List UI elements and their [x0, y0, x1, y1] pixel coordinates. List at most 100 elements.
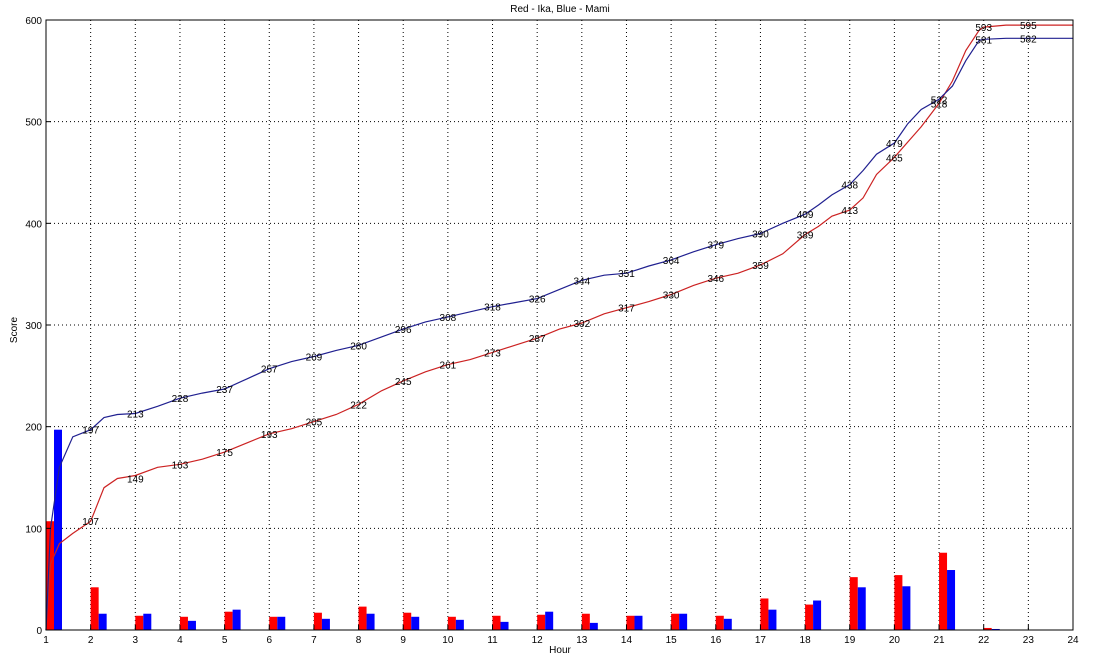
- data-label-ika: 465: [886, 153, 903, 164]
- x-tick-label: 10: [442, 635, 454, 646]
- data-label-mami: 479: [886, 139, 903, 150]
- data-label-ika: 518: [931, 99, 948, 110]
- data-label-mami: 257: [261, 365, 278, 376]
- data-label-ika: 175: [216, 448, 233, 459]
- bar-red: [715, 615, 724, 630]
- bar-red: [537, 614, 546, 630]
- x-tick-label: 12: [532, 635, 544, 646]
- series-line-red: [45, 24, 1073, 631]
- bar-red: [581, 613, 590, 630]
- y-tick-label: 100: [25, 524, 42, 535]
- data-label-ika: 107: [82, 517, 99, 528]
- series-line-blue: [45, 37, 1073, 631]
- data-label-mami: 581: [975, 35, 992, 46]
- data-label-ika: 149: [127, 475, 144, 486]
- bar-red: [358, 606, 367, 630]
- data-label-ika: 595: [1020, 21, 1037, 32]
- bar-layer: [46, 429, 1000, 630]
- bar-red: [90, 587, 99, 630]
- y-tick-label: 400: [25, 219, 42, 230]
- x-tick-label: 3: [133, 635, 139, 646]
- axes: 1 2 3 4 5 6 7 8 9 10 11 12 13 14 15 16 17 18 19 20 21 22 23 240…: [25, 16, 1079, 646]
- data-label-mami: 318: [484, 303, 501, 314]
- data-label-mami: 582: [1020, 34, 1037, 45]
- data-label-ika: 222: [350, 400, 367, 411]
- bar-blue: [902, 586, 911, 630]
- bar-red: [403, 612, 412, 630]
- x-tick-label: 20: [889, 635, 901, 646]
- grid-lines: [46, 20, 1073, 630]
- data-label-mami: 228: [172, 394, 189, 405]
- bar-red: [626, 615, 635, 630]
- x-tick-label: 2: [88, 635, 94, 646]
- bar-blue: [321, 618, 330, 630]
- bar-blue: [411, 616, 420, 630]
- data-label-ika: 205: [306, 418, 323, 429]
- bar-red: [983, 627, 992, 630]
- data-label-ika: 359: [752, 261, 769, 272]
- bar-red: [313, 612, 322, 630]
- data-label-mami: 438: [841, 181, 858, 192]
- bar-blue: [187, 620, 196, 630]
- x-tick-label: 21: [933, 635, 945, 646]
- bar-blue: [98, 613, 107, 630]
- bar-blue: [143, 613, 152, 630]
- bar-red: [447, 616, 456, 630]
- data-label-mami: 344: [573, 276, 590, 287]
- bar-red: [671, 613, 680, 630]
- data-label-ika: 273: [484, 348, 501, 359]
- bar-blue: [723, 618, 732, 630]
- bar-red: [805, 604, 814, 630]
- x-tick-label: 17: [755, 635, 767, 646]
- data-label-ika: 389: [797, 231, 814, 242]
- x-tick-label: 16: [710, 635, 722, 646]
- y-tick-label: 0: [36, 626, 42, 637]
- bar-blue: [857, 587, 866, 630]
- data-label-mami: 213: [127, 409, 144, 420]
- data-label-ika: 193: [261, 430, 278, 441]
- bar-blue: [54, 429, 62, 630]
- data-label-mami: 308: [440, 313, 457, 324]
- bar-red: [760, 598, 769, 630]
- bar-blue: [947, 570, 956, 630]
- bar-blue: [589, 622, 598, 630]
- bar-blue: [991, 628, 1000, 630]
- data-label-mami: 197: [82, 426, 99, 437]
- bar-blue: [455, 619, 464, 630]
- bar-red: [492, 615, 501, 630]
- bar-blue: [277, 616, 286, 630]
- bar-red: [269, 616, 278, 630]
- data-label-ika: 261: [440, 361, 457, 372]
- data-label-ika: 317: [618, 304, 635, 315]
- x-tick-label: 4: [177, 635, 183, 646]
- x-tick-label: 18: [800, 635, 812, 646]
- bar-red: [894, 575, 903, 630]
- x-tick-label: 22: [978, 635, 990, 646]
- data-label-mami: 409: [797, 210, 814, 221]
- y-tick-label: 600: [25, 16, 42, 27]
- data-label-ika: 330: [663, 291, 680, 302]
- data-label-ika: 163: [172, 460, 189, 471]
- bar-red: [135, 615, 144, 630]
- x-tick-label: 1: [43, 635, 49, 646]
- bar-blue: [634, 615, 643, 630]
- x-tick-label: 14: [621, 635, 633, 646]
- annotation-layer: 107 149 163 175 193 205 222 245 261 273 287 302 317 3…: [82, 21, 1037, 528]
- y-tick-label: 200: [25, 423, 42, 434]
- data-label-mami: 351: [618, 269, 635, 280]
- x-tick-label: 5: [222, 635, 228, 646]
- x-tick-label: 23: [1023, 635, 1035, 646]
- bar-red: [224, 611, 233, 630]
- bar-blue: [813, 600, 822, 630]
- x-tick-label: 8: [356, 635, 362, 646]
- x-tick-label: 24: [1067, 635, 1079, 646]
- bar-blue: [545, 611, 554, 630]
- x-tick-label: 6: [266, 635, 272, 646]
- x-tick-label: 7: [311, 635, 317, 646]
- data-label-mami: 326: [529, 295, 546, 306]
- bar-red: [849, 577, 858, 630]
- data-label-mami: 269: [306, 353, 323, 364]
- data-label-mami: 390: [752, 230, 769, 241]
- data-label-mami: 522: [931, 95, 948, 106]
